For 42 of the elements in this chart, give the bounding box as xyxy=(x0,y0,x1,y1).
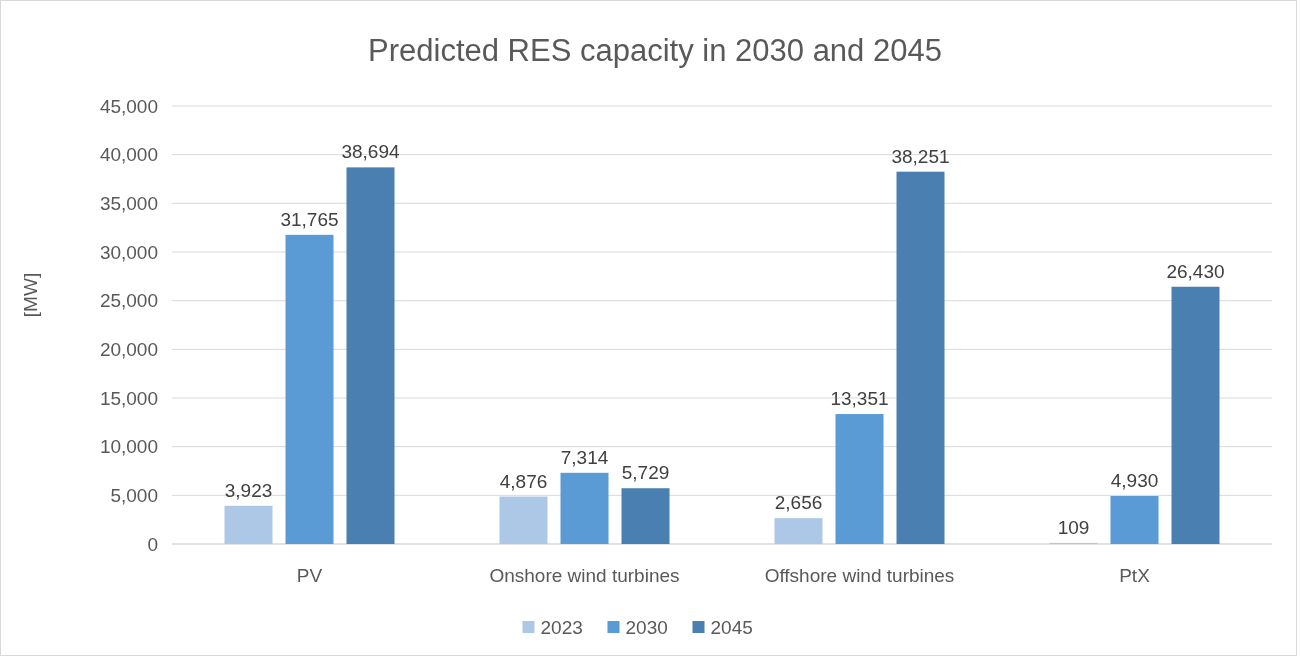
legend-label: 2045 xyxy=(710,616,753,638)
bar xyxy=(560,472,609,544)
data-label: 2,656 xyxy=(774,492,823,514)
data-label: 38,251 xyxy=(891,145,950,167)
bar xyxy=(1171,286,1220,544)
y-tick-label: 25,000 xyxy=(99,290,158,312)
bar xyxy=(285,234,334,544)
bar xyxy=(224,505,273,544)
x-tick-label: Offshore wind turbines xyxy=(764,565,955,586)
data-label: 4,876 xyxy=(499,470,548,492)
legend-label: 2030 xyxy=(625,616,668,638)
bar xyxy=(346,167,395,544)
data-label: 13,351 xyxy=(830,388,889,410)
y-tick-label: 20,000 xyxy=(99,338,158,360)
y-tick-label: 10,000 xyxy=(99,436,158,458)
bar xyxy=(896,171,945,544)
data-label: 7,314 xyxy=(560,446,609,468)
bar xyxy=(835,414,884,544)
y-axis-title: [MW] xyxy=(20,272,41,318)
y-tick-label: 40,000 xyxy=(99,144,158,166)
data-label: 109 xyxy=(1057,516,1090,538)
x-tick-label: Onshore wind turbines xyxy=(489,565,680,586)
chart-title: Predicted RES capacity in 2030 and 2045 xyxy=(368,33,942,68)
bar xyxy=(1110,496,1159,544)
y-tick-label: 35,000 xyxy=(99,192,158,214)
y-tick-label: 15,000 xyxy=(99,387,158,409)
legend-label: 2023 xyxy=(540,616,583,638)
data-label: 4,930 xyxy=(1110,470,1159,492)
data-label: 3,923 xyxy=(224,479,273,501)
x-tick-label: PtX xyxy=(1119,565,1151,586)
data-label: 5,729 xyxy=(621,462,670,484)
x-tick-label: PV xyxy=(296,565,323,586)
y-tick-label: 30,000 xyxy=(99,241,158,263)
y-tick-label: 5,000 xyxy=(110,484,158,506)
y-tick-label: 45,000 xyxy=(99,95,158,117)
bar xyxy=(499,496,548,544)
data-label: 38,694 xyxy=(341,141,400,163)
bar xyxy=(621,488,670,544)
y-tick-label: 0 xyxy=(147,533,158,555)
bar xyxy=(774,518,823,544)
data-label: 31,765 xyxy=(280,208,339,230)
data-label: 26,430 xyxy=(1166,260,1225,282)
